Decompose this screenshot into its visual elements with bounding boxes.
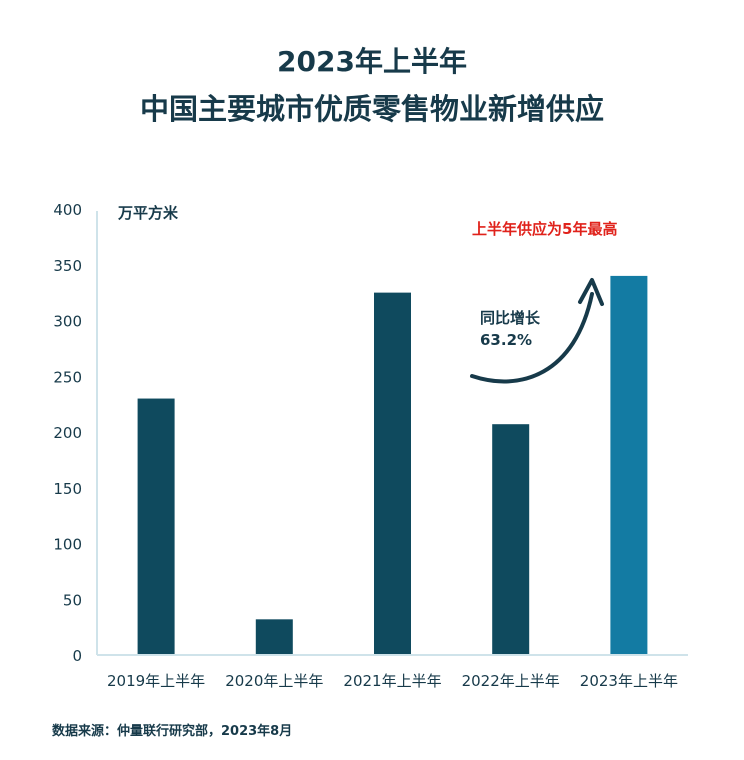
data-source: 数据来源：仲量联行研究部，2023年8月 <box>52 724 293 739</box>
bar <box>610 275 648 655</box>
y-tick-label: 150 <box>53 480 82 498</box>
x-tick-label: 2022年上半年 <box>462 672 560 690</box>
y-axis-unit-label: 万平方米 <box>117 204 179 222</box>
bar <box>374 292 411 655</box>
highlight-annotation: 上半年供应为5年最高 <box>472 220 617 238</box>
bar <box>492 424 530 655</box>
y-tick-label: 250 <box>53 368 82 386</box>
bar <box>255 619 293 655</box>
x-tick-label: 2020年上半年 <box>225 672 323 690</box>
y-tick-label: 350 <box>53 257 82 275</box>
chart-subtitle: 中国主要城市优质零售物业新增供应 <box>139 92 604 126</box>
x-axis: 2019年上半年 2020年上半年 2021年上半年 2022年上半年 2023年上半年 <box>97 654 688 690</box>
bar-chart: 0 50 100 150 200 250 300 350 400 2019年上半年 2020年上半… <box>53 201 688 690</box>
y-tick-label: 100 <box>53 536 82 554</box>
y-axis: 0 50 100 150 200 250 300 350 400 <box>53 201 98 665</box>
growth-value: 63.2% <box>480 331 532 349</box>
growth-arrow <box>470 278 604 384</box>
y-tick-label: 400 <box>53 201 82 219</box>
bar <box>137 398 175 655</box>
y-tick-label: 300 <box>53 313 82 331</box>
bars <box>137 275 648 655</box>
x-tick-label: 2021年上半年 <box>343 672 441 690</box>
growth-label: 同比增长 <box>480 309 541 327</box>
y-tick-label: 0 <box>72 647 82 665</box>
y-tick-label: 200 <box>53 424 82 442</box>
y-tick-label: 50 <box>63 591 82 609</box>
chart-title: 2023年上半年 <box>277 45 467 78</box>
x-tick-label: 2023年上半年 <box>580 672 678 690</box>
x-tick-label: 2019年上半年 <box>107 672 205 690</box>
